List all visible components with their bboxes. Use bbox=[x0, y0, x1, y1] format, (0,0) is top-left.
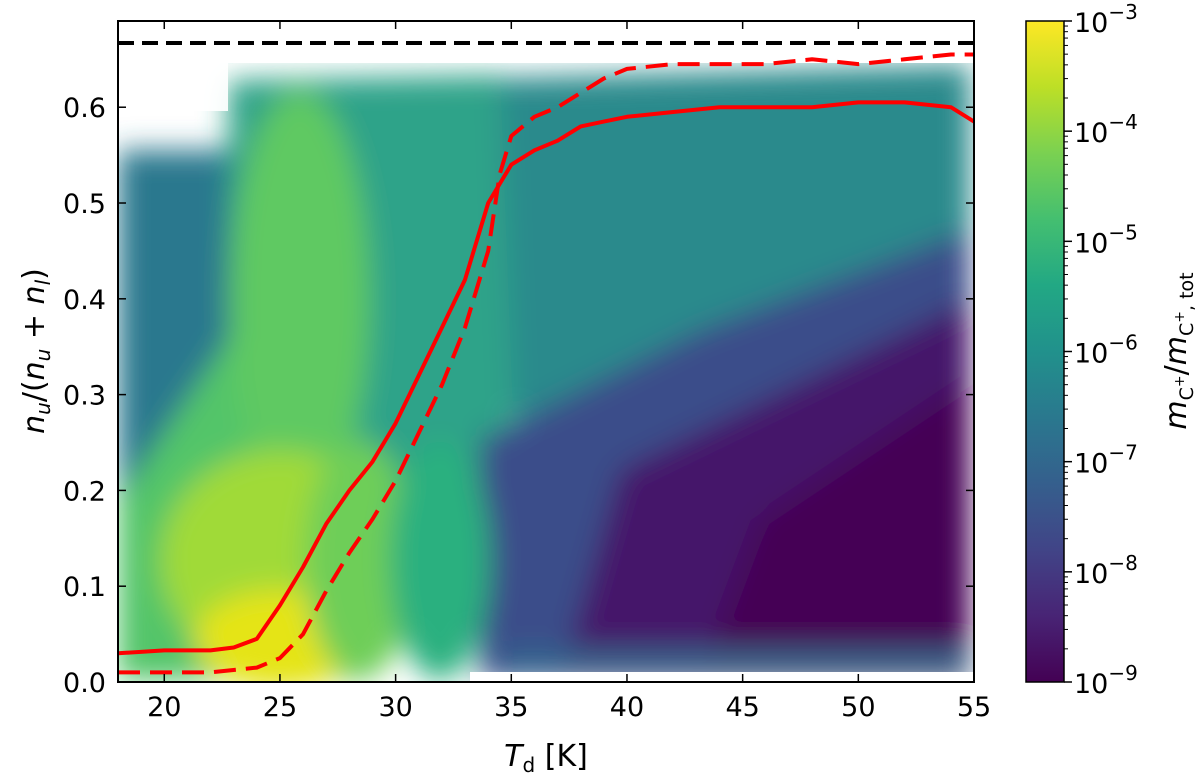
x-tick-label: 20 bbox=[147, 692, 181, 723]
colorbar-tick-label: 10−3 bbox=[1074, 0, 1138, 39]
colorbar-tick-label: 10−5 bbox=[1074, 220, 1138, 259]
series-line-solid bbox=[118, 100, 974, 656]
y-tick-label: 0.0 bbox=[63, 668, 106, 699]
colorbar-label: mC+/mC+, tot bbox=[1159, 272, 1198, 429]
x-tick-label: 35 bbox=[494, 692, 528, 723]
y-tick-label: 0.1 bbox=[63, 572, 106, 603]
y-axis-label: nu/(nu + nl) bbox=[17, 268, 55, 434]
colorbar-tick-label: 10−4 bbox=[1074, 110, 1138, 149]
y-tick-label: 0.6 bbox=[63, 93, 106, 124]
colorbar-tick-label: 10−9 bbox=[1074, 661, 1138, 700]
x-tick-label: 45 bbox=[725, 692, 759, 723]
colorbar-tick-label: 10−6 bbox=[1074, 331, 1138, 370]
colorbar-tick-label: 10−7 bbox=[1074, 441, 1138, 480]
series-line-dashed bbox=[118, 52, 974, 675]
x-tick-label: 40 bbox=[610, 692, 644, 723]
y-tick-label: 0.2 bbox=[63, 476, 106, 507]
colorbar-tick-label: 10−8 bbox=[1074, 551, 1138, 590]
x-tick-label: 25 bbox=[263, 692, 297, 723]
y-tick-label: 0.4 bbox=[63, 285, 106, 316]
x-tick-label: 30 bbox=[378, 692, 412, 723]
heatmap-field bbox=[118, 21, 974, 682]
colorbar bbox=[1025, 20, 1065, 683]
plot-frame bbox=[117, 20, 975, 683]
x-axis-label: Td [K] bbox=[504, 739, 588, 777]
x-tick-label: 55 bbox=[957, 692, 991, 723]
y-tick-label: 0.5 bbox=[63, 189, 106, 220]
y-tick-label: 0.3 bbox=[63, 381, 106, 412]
x-tick-label: 50 bbox=[841, 692, 875, 723]
